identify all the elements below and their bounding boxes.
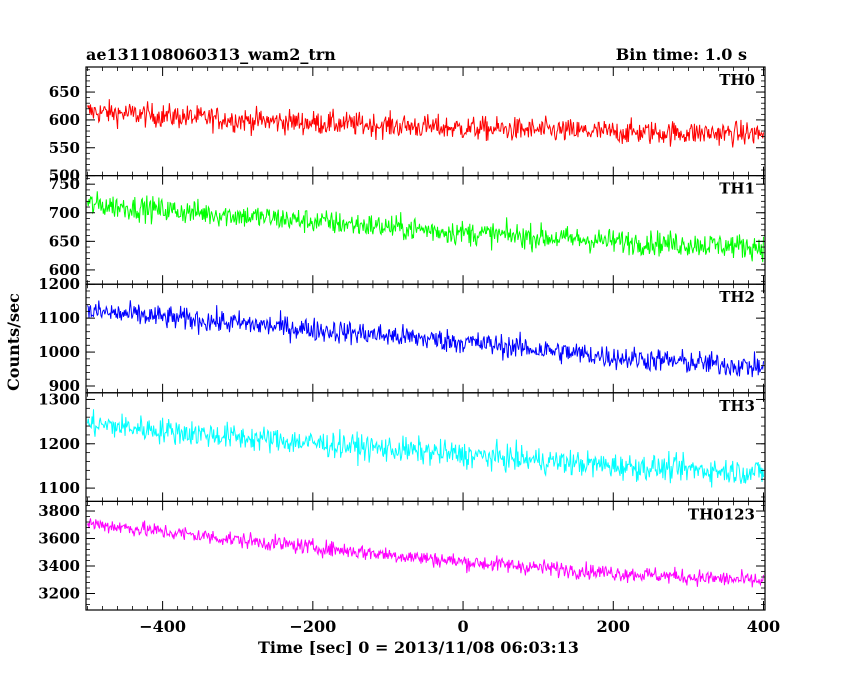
panel-label-th3: TH3 <box>719 397 755 415</box>
series-line-th2 <box>87 300 764 378</box>
y-axis-label: Counts/sec <box>3 293 23 391</box>
panel-label-th0123: TH0123 <box>688 505 755 523</box>
panel-frame-th3 <box>85 392 766 502</box>
y-tick-label: 1000 <box>38 343 80 361</box>
series-line-th3 <box>87 409 764 488</box>
y-tick-label: 650 <box>49 83 80 101</box>
x-tick-label: −400 <box>139 617 186 636</box>
y-tick-label: 600 <box>49 111 80 129</box>
y-tick-label: 3600 <box>38 530 80 548</box>
bin-time-label: Bin time: 1.0 s <box>615 45 747 64</box>
y-tick-label: 1200 <box>38 275 80 293</box>
y-tick-label: 3200 <box>38 585 80 603</box>
y-tick-label: 1100 <box>38 479 80 497</box>
y-tick-label: 700 <box>49 204 80 222</box>
x-tick-label: −200 <box>289 617 336 636</box>
panel-frame-th0123 <box>85 500 766 611</box>
y-tick-label: 550 <box>49 139 80 157</box>
series-line-th0 <box>87 99 764 148</box>
y-tick-label: 900 <box>49 377 80 395</box>
y-tick-label: 1300 <box>38 390 80 408</box>
y-tick-label: 1100 <box>38 309 80 327</box>
x-tick-label: 200 <box>597 617 630 636</box>
chart-title: ae131108060313_wam2_trn <box>86 45 336 64</box>
series-line-th1 <box>87 191 764 263</box>
y-tick-label: 3800 <box>38 502 80 520</box>
series-line-th0123 <box>87 518 764 588</box>
x-tick-label: 400 <box>747 617 780 636</box>
y-tick-label: 650 <box>49 232 80 250</box>
x-axis-label: Time [sec] 0 = 2013/11/08 06:03:13 <box>258 638 579 657</box>
x-tick-label: 0 <box>457 617 468 636</box>
panel-label-th2: TH2 <box>719 288 755 306</box>
y-tick-label: 750 <box>49 175 80 193</box>
y-tick-label: 500 <box>49 167 80 185</box>
y-tick-label: 3400 <box>38 557 80 575</box>
panel-label-th0: TH0 <box>719 71 755 89</box>
y-tick-label: 600 <box>49 261 80 279</box>
panel-label-th1: TH1 <box>719 180 755 198</box>
y-tick-label: 1200 <box>38 435 80 453</box>
panel-frame-th1 <box>85 175 766 285</box>
